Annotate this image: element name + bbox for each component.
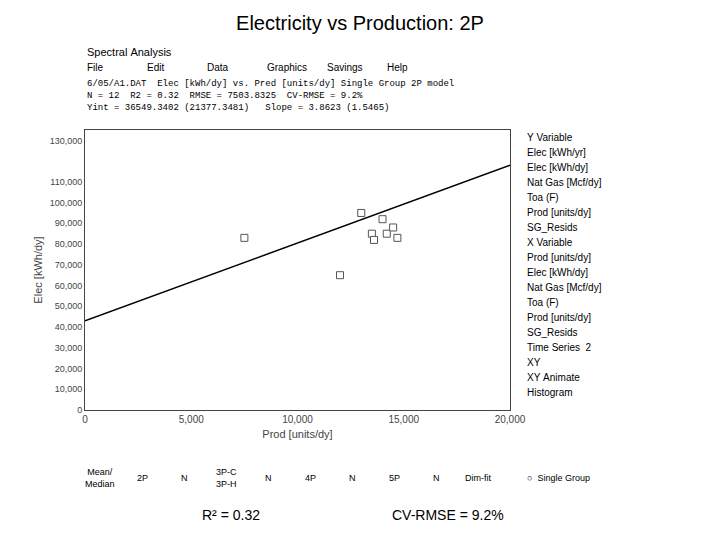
svg-text:Help: Help [387,62,408,73]
svg-text:5P: 5P [389,473,400,483]
svg-text:Prod [units/dy]: Prod [units/dy] [262,428,332,440]
svg-text:20,000: 20,000 [55,364,83,374]
svg-text:50,000: 50,000 [55,301,83,311]
svg-text:15,000: 15,000 [388,414,419,425]
svg-text:Mean/Median: Mean/Median [85,467,115,489]
svg-text:40,000: 40,000 [55,322,83,332]
svg-text:N: N [433,473,440,483]
svg-text:Histogram: Histogram [527,387,573,398]
svg-text:80,000: 80,000 [55,239,83,249]
svg-text:Electricity vs Production: 2P: Electricity vs Production: 2P [236,12,484,34]
svg-text:Elec [kWh/dy]: Elec [kWh/dy] [527,267,588,278]
svg-text:4P: 4P [305,473,316,483]
svg-text:Toa (F): Toa (F) [527,297,559,308]
svg-text:90,000: 90,000 [55,218,83,228]
svg-text:Nat Gas [Mcf/dy]: Nat Gas [Mcf/dy] [527,282,602,293]
svg-text:3P-C3P-H: 3P-C3P-H [216,467,237,489]
svg-text:Prod [units/dy]: Prod [units/dy] [527,312,591,323]
svg-text:10,000: 10,000 [282,414,313,425]
svg-text:Toa (F): Toa (F) [527,192,559,203]
svg-text:SG_Resids: SG_Resids [527,222,578,233]
svg-text:Spectral Analysis: Spectral Analysis [87,46,172,58]
svg-text:Time Series 2: Time Series 2 [527,342,592,353]
svg-text:60,000: 60,000 [55,281,83,291]
svg-text:10,000: 10,000 [55,384,83,394]
svg-text:0: 0 [77,405,82,415]
svg-text:Prod [units/dy]: Prod [units/dy] [527,207,591,218]
svg-text:Data: Data [207,62,229,73]
svg-text:N: N [181,473,188,483]
svg-text:70,000: 70,000 [55,260,83,270]
svg-text:Y Variable: Y Variable [527,132,573,143]
svg-text:Dim-fit: Dim-fit [465,473,491,483]
svg-text:Graphics: Graphics [267,62,307,73]
svg-text:Yint = 36549.3402 (21377.3481): Yint = 36549.3402 (21377.3481) Slope = 3… [87,103,389,113]
svg-text:20,000: 20,000 [495,414,526,425]
svg-text:Prod [units/dy]: Prod [units/dy] [527,252,591,263]
svg-text:2P: 2P [137,473,148,483]
svg-text:130,000: 130,000 [50,136,83,146]
svg-text:30,000: 30,000 [55,343,83,353]
svg-text:X Variable: X Variable [527,237,573,248]
svg-text:5,000: 5,000 [179,414,204,425]
svg-text:110,000: 110,000 [50,177,82,187]
svg-text:R² = 0.32: R² = 0.32 [202,507,260,523]
svg-text:6/05/A1.DAT Elec [kWh/dy] vs.: 6/05/A1.DAT Elec [kWh/dy] vs. Pred [unit… [87,79,454,89]
svg-text:Elec [kWh/yr]: Elec [kWh/yr] [527,147,586,158]
svg-text:CV-RMSE = 9.2%: CV-RMSE = 9.2% [392,507,504,523]
svg-text:XY: XY [527,357,541,368]
svg-text:Elec [kWh/dy]: Elec [kWh/dy] [527,162,588,173]
svg-text:File: File [87,62,104,73]
svg-text:Elec [kWh/dy]: Elec [kWh/dy] [32,236,44,303]
svg-text:100,000: 100,000 [50,198,83,208]
svg-text:XY Animate: XY Animate [527,372,580,383]
svg-text:○ Single Group: ○ Single Group [527,473,590,483]
svg-text:0: 0 [82,414,88,425]
svg-text:SG_Resids: SG_Resids [527,327,578,338]
svg-text:N: N [349,473,356,483]
svg-text:Savings: Savings [327,62,363,73]
svg-text:Edit: Edit [147,62,164,73]
svg-text:N: N [265,473,272,483]
svg-text:Nat Gas [Mcf/dy]: Nat Gas [Mcf/dy] [527,177,602,188]
svg-text:N = 12 R2 = 0.32 RMSE = 7503: N = 12 R2 = 0.32 RMSE = 7503.8325 CV-RMS… [87,91,363,101]
